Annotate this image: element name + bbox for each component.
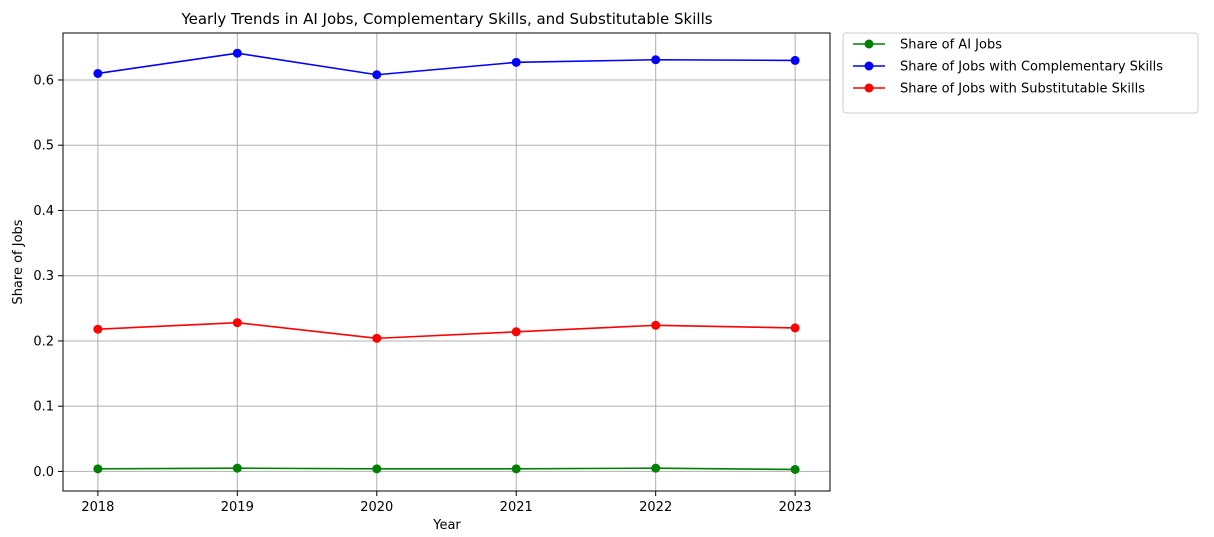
data-point <box>232 48 242 58</box>
data-point <box>372 333 382 343</box>
data-point <box>790 464 800 474</box>
data-point <box>232 318 242 328</box>
legend-label: Share of Jobs with Complementary Skills <box>900 60 1163 75</box>
y-tick-label: 0.3 <box>33 269 54 284</box>
series-line <box>97 467 796 471</box>
data-point <box>232 463 242 473</box>
data-point <box>790 323 800 333</box>
y-tick-label: 0.0 <box>33 465 54 480</box>
data-point <box>93 68 103 78</box>
x-axis-ticks: 2018 2019 2020 2021 2022 2023 <box>81 491 812 515</box>
series-layer <box>93 48 800 474</box>
data-point <box>651 55 661 65</box>
data-point <box>372 464 382 474</box>
data-point <box>511 464 521 474</box>
x-tick-label: 2019 <box>221 500 254 515</box>
plot-area-frame <box>62 32 831 492</box>
y-tick-label: 0.6 <box>33 73 54 88</box>
y-tick-label: 0.4 <box>33 204 54 219</box>
series-2 <box>93 48 800 80</box>
data-point <box>790 55 800 65</box>
legend-item: Share of Jobs with Substitutable Skills <box>853 82 1145 97</box>
grid-lines <box>63 33 830 491</box>
legend-swatch-marker <box>864 61 874 71</box>
data-point <box>93 324 103 334</box>
series-3 <box>93 318 800 343</box>
x-tick-label: 2023 <box>779 500 812 515</box>
legend-swatch-marker <box>864 83 874 93</box>
x-tick-label: 2021 <box>500 500 533 515</box>
x-axis-label: Year <box>432 518 461 533</box>
legend-swatch-marker <box>864 39 874 49</box>
y-tick-label: 0.1 <box>33 400 54 415</box>
y-tick-label: 0.5 <box>33 139 54 154</box>
legend-box <box>842 32 1199 114</box>
data-point <box>651 320 661 330</box>
data-point <box>511 327 521 337</box>
data-point <box>511 57 521 67</box>
data-point <box>651 463 661 473</box>
y-axis-ticks: 0.0 0.1 0.2 0.3 0.4 0.5 0.6 <box>33 73 63 480</box>
series-1 <box>93 463 800 474</box>
series-line <box>97 321 796 340</box>
y-axis-label: Share of Jobs <box>11 219 26 304</box>
legend-label: Share of AI Jobs <box>900 38 1002 53</box>
chart-title: Yearly Trends in AI Jobs, Complementary … <box>180 10 712 28</box>
legend-label: Share of Jobs with Substitutable Skills <box>900 82 1145 97</box>
data-point <box>93 464 103 474</box>
y-tick-label: 0.2 <box>33 334 54 349</box>
legend: Share of AI Jobs Share of Jobs with Compl… <box>842 32 1199 114</box>
x-tick-label: 2020 <box>360 500 393 515</box>
series-line <box>97 52 796 76</box>
legend-item: Share of Jobs with Complementary Skills <box>853 60 1163 75</box>
x-tick-label: 2022 <box>639 500 672 515</box>
legend-item: Share of AI Jobs <box>853 38 1002 53</box>
data-point <box>372 70 382 80</box>
x-tick-label: 2018 <box>81 500 114 515</box>
